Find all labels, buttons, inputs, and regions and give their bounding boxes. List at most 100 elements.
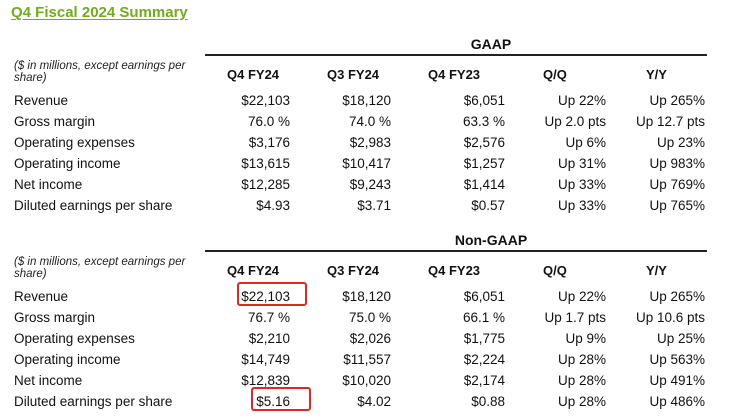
nongaap-heading-text: Non-GAAP [454, 232, 528, 248]
cell-qq: Up 33% [557, 198, 606, 213]
cell-q3fy24: $18,120 [342, 93, 391, 108]
col-header-q4fy23: Q4 FY23 [428, 67, 481, 82]
cell-q4fy24: 76.7 % [247, 310, 290, 325]
cell-qq: Up 1.7 pts [544, 310, 606, 325]
cell-qq: Up 9% [565, 331, 606, 346]
cell-qq: Up 2.0 pts [544, 114, 606, 129]
table-row: Diluted earnings per share $4.93 $3.71 $… [0, 196, 738, 217]
row-label: Operating expenses [14, 331, 135, 346]
cell-q3fy24: $10,020 [342, 373, 391, 388]
cell-q4fy23: $1,775 [463, 331, 505, 346]
cell-qq: Up 33% [557, 177, 606, 192]
cell-q4fy24: $12,285 [241, 177, 290, 192]
cell-q4fy23: $1,414 [463, 177, 505, 192]
page-title: Q4 Fiscal 2024 Summary [11, 4, 188, 21]
cell-yy: Up 563% [649, 352, 705, 367]
nongaap-heading: Non-GAAP [205, 232, 707, 252]
highlight-box-eps [251, 387, 311, 411]
table-row: Operating expenses $3,176 $2,983 $2,576 … [0, 133, 738, 154]
units-note: ($ in millions, except earnings per shar… [14, 256, 186, 280]
row-label: Revenue [14, 93, 69, 108]
cell-q4fy24: 76.0 % [247, 114, 290, 129]
col-header-qq: Q/Q [543, 263, 567, 278]
highlight-box-revenue [237, 282, 307, 306]
table-row: Revenue $22,103 $18,120 $6,051 Up 22% Up… [0, 287, 738, 308]
cell-q3fy24: 74.0 % [348, 114, 391, 129]
cell-q4fy23: $0.57 [471, 198, 505, 213]
cell-q3fy24: $2,983 [349, 135, 391, 150]
cell-qq: Up 6% [565, 135, 606, 150]
table-row: Diluted earnings per share $5.16 $4.02 $… [0, 392, 738, 413]
cell-q4fy23: $6,051 [463, 93, 505, 108]
col-header-q3fy24: Q3 FY24 [327, 67, 380, 82]
col-header-yy: Y/Y [646, 263, 667, 278]
col-header-qq: Q/Q [543, 67, 567, 82]
cell-yy: Up 769% [649, 177, 705, 192]
cell-q4fy24: $2,210 [248, 331, 290, 346]
gaap-column-headers: ($ in millions, except earnings per shar… [0, 58, 738, 94]
cell-yy: Up 25% [656, 331, 705, 346]
cell-yy: Up 983% [649, 156, 705, 171]
cell-q4fy23: 63.3 % [462, 114, 505, 129]
cell-q4fy23: 66.1 % [462, 310, 505, 325]
row-label: Gross margin [14, 310, 96, 325]
cell-q4fy23: $2,174 [463, 373, 505, 388]
cell-q3fy24: $18,120 [342, 289, 391, 304]
cell-qq: Up 22% [557, 93, 606, 108]
col-header-q4fy23: Q4 FY23 [428, 263, 481, 278]
row-label: Diluted earnings per share [14, 394, 173, 409]
row-label: Operating income [14, 156, 121, 171]
cell-yy: Up 491% [649, 373, 705, 388]
row-label: Revenue [14, 289, 69, 304]
cell-yy: Up 12.7 pts [635, 114, 705, 129]
cell-qq: Up 22% [557, 289, 606, 304]
cell-qq: Up 28% [557, 352, 606, 367]
cell-q4fy24: $22,103 [241, 289, 290, 304]
cell-q3fy24: $9,243 [349, 177, 391, 192]
cell-q4fy23: $1,257 [463, 156, 505, 171]
row-label: Net income [14, 373, 83, 388]
cell-yy: Up 486% [649, 394, 705, 409]
row-label: Operating income [14, 352, 121, 367]
row-label: Diluted earnings per share [14, 198, 173, 213]
cell-q4fy24: $4.93 [256, 198, 290, 213]
table-row: Operating expenses $2,210 $2,026 $1,775 … [0, 329, 738, 350]
table-row: Revenue $22,103 $18,120 $6,051 Up 22% Up… [0, 91, 738, 112]
row-label: Net income [14, 177, 83, 192]
cell-q4fy24: $3,176 [248, 135, 290, 150]
table-row: Net income $12,285 $9,243 $1,414 Up 33% … [0, 175, 738, 196]
cell-q4fy24: $14,749 [241, 352, 290, 367]
cell-q3fy24: $2,026 [349, 331, 391, 346]
table-row: Gross margin 76.0 % 74.0 % 63.3 % Up 2.0… [0, 112, 738, 133]
cell-qq: Up 28% [557, 373, 606, 388]
col-header-q4fy24: Q4 FY24 [227, 67, 280, 82]
cell-yy: Up 265% [649, 93, 705, 108]
cell-q4fy23: $6,051 [463, 289, 505, 304]
row-label: Operating expenses [14, 135, 135, 150]
cell-q4fy24: $12,839 [241, 373, 290, 388]
cell-q3fy24: 75.0 % [348, 310, 391, 325]
units-note: ($ in millions, except earnings per shar… [14, 60, 186, 84]
cell-q4fy23: $2,576 [463, 135, 505, 150]
row-label: Gross margin [14, 114, 96, 129]
table-row: Operating income $14,749 $11,557 $2,224 … [0, 350, 738, 371]
table-row: Operating income $13,615 $10,417 $1,257 … [0, 154, 738, 175]
table-row: Net income $12,839 $10,020 $2,174 Up 28%… [0, 371, 738, 392]
gaap-heading: GAAP [205, 36, 707, 56]
cell-q4fy24: $13,615 [241, 156, 290, 171]
cell-yy: Up 265% [649, 289, 705, 304]
gaap-heading-text: GAAP [470, 36, 512, 52]
cell-yy: Up 10.6 pts [635, 310, 705, 325]
cell-q3fy24: $4.02 [357, 394, 391, 409]
cell-q4fy24: $22,103 [241, 93, 290, 108]
col-header-q3fy24: Q3 FY24 [327, 263, 380, 278]
cell-yy: Up 23% [656, 135, 705, 150]
cell-q3fy24: $10,417 [342, 156, 391, 171]
table-row: Gross margin 76.7 % 75.0 % 66.1 % Up 1.7… [0, 308, 738, 329]
nongaap-column-headers: ($ in millions, except earnings per shar… [0, 254, 738, 290]
cell-q4fy23: $2,224 [463, 352, 505, 367]
cell-q3fy24: $11,557 [343, 352, 391, 367]
cell-q4fy23: $0.88 [471, 394, 505, 409]
cell-qq: Up 31% [557, 156, 606, 171]
cell-qq: Up 28% [557, 394, 606, 409]
